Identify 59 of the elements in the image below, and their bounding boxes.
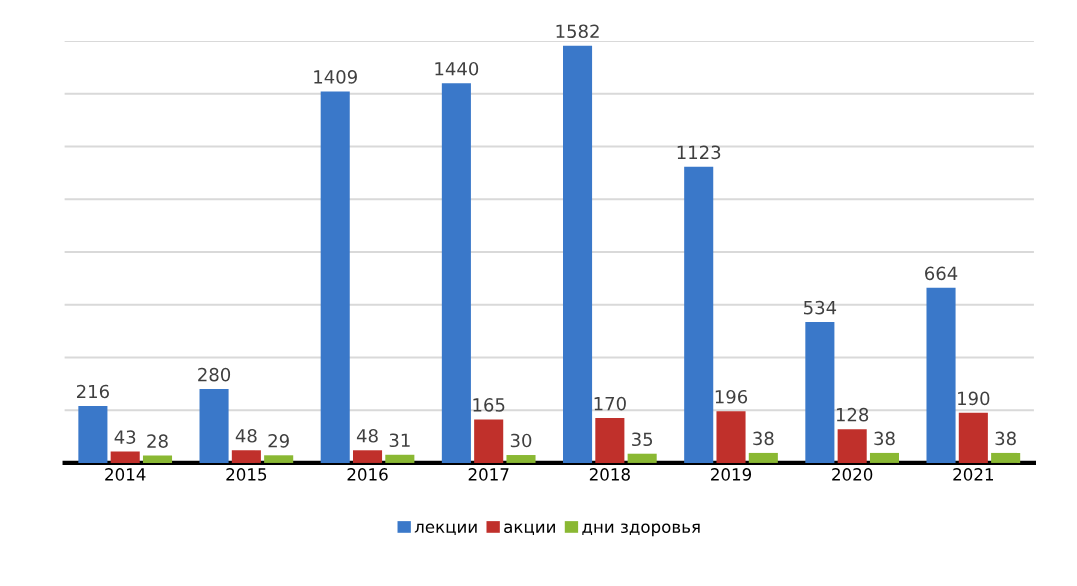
bar <box>595 418 625 463</box>
bar <box>958 412 988 463</box>
data-label: 280 <box>198 367 231 382</box>
data-label: 165 <box>473 398 505 412</box>
bar <box>231 450 261 463</box>
legend-label: дни здоровья <box>582 523 700 537</box>
bar <box>684 166 714 463</box>
data-label: 1582 <box>556 24 599 39</box>
data-label: 534 <box>804 300 837 315</box>
bar <box>320 91 350 463</box>
data-label: 1409 <box>314 70 357 84</box>
bar <box>805 322 835 463</box>
data-label: 35 <box>632 432 653 447</box>
bar <box>837 429 867 463</box>
x-tick-label: 2014 <box>105 468 146 481</box>
bar <box>264 455 294 463</box>
data-label: 29 <box>268 433 289 448</box>
data-label: 170 <box>594 396 626 411</box>
bar <box>748 452 778 463</box>
bar <box>627 453 657 463</box>
x-tick-label: 2020 <box>832 468 873 481</box>
bar <box>474 419 504 463</box>
bar <box>142 455 173 463</box>
bar <box>563 45 593 463</box>
data-label: 31 <box>389 433 410 448</box>
x-tick-label: 2016 <box>347 468 388 481</box>
bar <box>78 405 108 463</box>
bar <box>110 451 140 463</box>
data-label: 1123 <box>677 145 721 160</box>
data-label: 190 <box>958 391 990 406</box>
data-label: 38 <box>753 431 774 446</box>
x-tick-label: 2021 <box>953 468 994 481</box>
data-label: 48 <box>235 428 257 443</box>
data-label: 128 <box>836 407 869 422</box>
data-label: 38 <box>995 431 1016 446</box>
bar <box>506 455 536 463</box>
bar <box>352 450 383 463</box>
data-label: 196 <box>715 389 748 404</box>
bar <box>716 411 746 463</box>
legend-label: акции <box>504 523 555 536</box>
bar <box>926 287 956 463</box>
data-label: 28 <box>147 434 168 448</box>
data-label: 664 <box>925 266 958 281</box>
x-tick-label: 2015 <box>226 468 267 481</box>
bar <box>199 389 229 463</box>
data-label: 48 <box>356 428 378 443</box>
data-label: 43 <box>114 430 136 444</box>
legend-label: лекции <box>414 523 477 536</box>
x-tick-label: 2018 <box>589 468 630 481</box>
data-label: 30 <box>510 433 532 448</box>
x-tick-label: 2017 <box>468 468 509 481</box>
data-label: 38 <box>874 431 895 446</box>
bar <box>991 452 1021 463</box>
x-tick-label: 2019 <box>711 468 752 481</box>
data-label: 1440 <box>435 61 479 76</box>
bar <box>869 452 900 463</box>
bar <box>385 454 415 463</box>
data-label: 216 <box>76 384 109 399</box>
bar <box>441 83 471 463</box>
